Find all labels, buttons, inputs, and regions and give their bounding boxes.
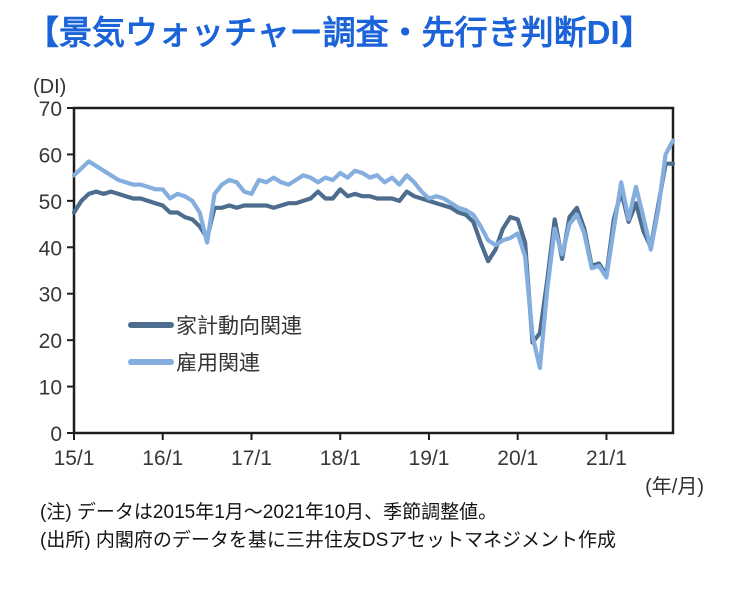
y-axis-tick-label: 20 (39, 330, 62, 353)
footnote-source: (出所) 内閣府のデータを基に三井住友DSアセットマネジメント作成 (40, 530, 616, 551)
x-axis-tick-label: 21/1 (586, 447, 627, 470)
legend-item-household: 家計動向関連 (128, 310, 302, 340)
x-axis-tick-label: 20/1 (497, 447, 538, 470)
y-axis-tick-label: 60 (39, 144, 62, 167)
plot-border (72, 106, 675, 435)
x-axis-tick-label: 15/1 (54, 447, 95, 470)
y-axis-tick-label: 70 (39, 98, 62, 121)
footnote-note: (注) データは2015年1月～2021年10月、季節調整値。 (40, 502, 498, 523)
x-axis-tick-label: 16/1 (142, 447, 183, 470)
household-line-swatch (128, 322, 174, 328)
footnotes: (注) データは2015年1月～2021年10月、季節調整値。 (出所) 内閣府… (40, 499, 616, 555)
x-axis-tick-label: 18/1 (320, 447, 361, 470)
x-axis-tick-label: 19/1 (409, 447, 450, 470)
x-axis-tick-label: 17/1 (231, 447, 272, 470)
legend-item-employment: 雇用関連 (128, 347, 302, 377)
chart-title: 【景気ウォッチャー調査・先行き判断DI】 (26, 14, 653, 51)
legend: 家計動向関連 雇用関連 (128, 310, 302, 377)
y-axis-tick-label: 50 (39, 191, 62, 214)
x-axis-unit-label: (年/月) (645, 476, 704, 498)
series-line-employment (71, 138, 676, 371)
employment-line-swatch (128, 359, 174, 365)
y-axis-tick-label: 10 (39, 377, 62, 400)
y-axis-unit-label: (DI) (33, 76, 67, 98)
series-line-household (71, 161, 676, 345)
legend-label-household: 家計動向関連 (176, 315, 302, 338)
y-axis-tick-label: 40 (39, 237, 62, 260)
y-axis-tick-label: 0 (50, 423, 62, 446)
y-axis-tick-label: 30 (39, 284, 62, 307)
legend-label-employment: 雇用関連 (176, 352, 260, 375)
di-line-chart: 0 10 20 30 40 50 60 70 15/1 16/1 17/1 18/1 19/1 20/1 2… (39, 98, 676, 470)
